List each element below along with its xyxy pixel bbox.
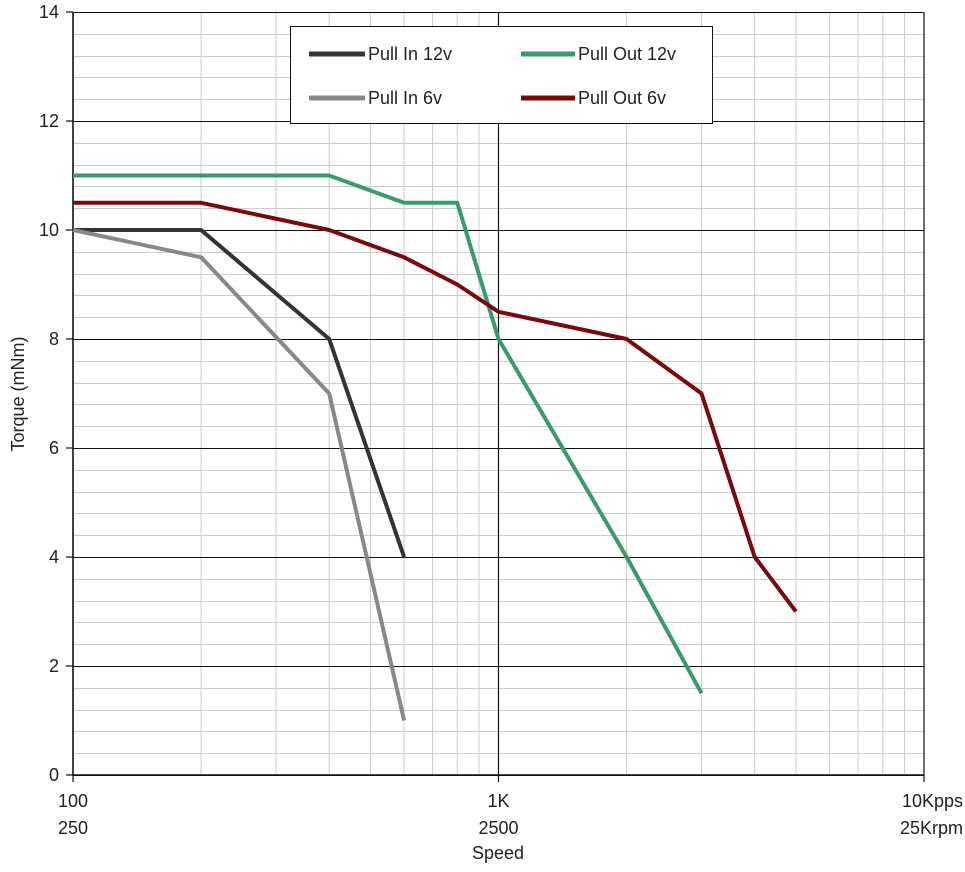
x-axis-label: Speed [472, 843, 524, 863]
x-tick-label: 1K [487, 791, 509, 811]
x-tick-sublabel: 2500 [478, 818, 518, 838]
y-tick-label: 8 [49, 329, 59, 349]
series-lines [72, 173, 798, 721]
y-tick-label: 2 [49, 656, 59, 676]
series-line-pull-out-12v [73, 173, 704, 695]
legend-label-pull-out-6v: Pull Out 6v [578, 88, 666, 108]
y-tick-label: 6 [49, 438, 59, 458]
legend-label-pull-out-12v: Pull Out 12v [578, 44, 676, 64]
y-axis-tick-labels: 0 2 4 6 8 10 12 14 [39, 2, 59, 785]
x-tick-sublabel: 250 [58, 818, 88, 838]
y-tick-label: 14 [39, 2, 59, 22]
series-line-pull-in-12v [73, 228, 406, 558]
legend-box [290, 26, 713, 124]
legend-label-pull-in-12v: Pull In 12v [368, 44, 452, 64]
x-tick-label: 10Kpps [902, 791, 963, 811]
series-line-pull-in-6v [72, 228, 407, 721]
x-tick-sublabel: 25Krpm [900, 818, 963, 838]
x-axis-tick-labels: 100 250 1K 2500 10Kpps 25Krpm [58, 791, 963, 838]
y-tick-label: 10 [39, 220, 59, 240]
legend-label-pull-in-6v: Pull In 6v [368, 88, 442, 108]
legend: Pull In 12v Pull Out 12v Pull In 6v Pull Ou… [290, 26, 713, 124]
y-axis-label: Torque (mNm) [8, 336, 28, 451]
series-line-pull-out-6v [73, 200, 798, 613]
y-tick-label: 4 [49, 547, 59, 567]
axes [66, 11, 925, 782]
y-tick-label: 0 [49, 765, 59, 785]
y-tick-label: 12 [39, 111, 59, 131]
x-tick-label: 100 [58, 791, 88, 811]
